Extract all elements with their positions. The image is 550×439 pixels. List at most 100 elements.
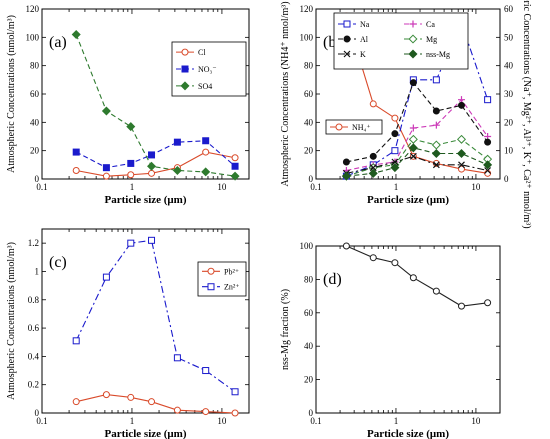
data-point bbox=[72, 148, 80, 156]
y-tick-label: 120 bbox=[300, 4, 314, 14]
data-point bbox=[231, 388, 239, 396]
legend-entry: Pb²⁺ bbox=[202, 267, 239, 276]
data-point bbox=[391, 158, 399, 166]
legend-marker bbox=[181, 48, 189, 56]
y-tick-label: 20 bbox=[304, 146, 314, 156]
x-tick-label: 10 bbox=[217, 416, 227, 426]
y-tick-label: 0 bbox=[35, 174, 40, 184]
y-tick-label: 60 bbox=[304, 308, 314, 318]
data-point bbox=[457, 101, 465, 109]
data-point bbox=[369, 254, 377, 262]
data-point bbox=[391, 147, 399, 155]
legend-label: Pb²⁺ bbox=[224, 267, 239, 276]
y2-tick-label: 60 bbox=[504, 4, 514, 14]
legend-label: NO₃⁻ bbox=[198, 65, 217, 74]
data-point bbox=[72, 167, 80, 174]
y-tick-label: 20 bbox=[304, 375, 314, 385]
y-tick-label: 100 bbox=[300, 241, 314, 251]
data-point bbox=[126, 122, 136, 132]
data-point bbox=[201, 167, 211, 177]
y-tick-label: 20 bbox=[30, 146, 40, 156]
data-point bbox=[409, 274, 417, 282]
legend-label: SO4 bbox=[198, 82, 212, 91]
data-point bbox=[368, 168, 378, 178]
legend-label: Cl bbox=[198, 48, 206, 57]
data-point bbox=[127, 239, 135, 247]
data-point bbox=[101, 106, 111, 116]
series-0 bbox=[342, 242, 492, 310]
y-tick-label: 40 bbox=[304, 117, 314, 127]
data-point bbox=[484, 299, 492, 307]
data-point bbox=[484, 167, 492, 174]
y2-tick-label: 0 bbox=[504, 174, 509, 184]
data-point bbox=[102, 273, 110, 281]
x-tick-label: 0.1 bbox=[310, 416, 321, 426]
data-point bbox=[409, 124, 417, 132]
data-point bbox=[369, 152, 377, 160]
series-line bbox=[76, 394, 236, 414]
series-Al bbox=[342, 79, 492, 166]
data-point bbox=[484, 96, 492, 104]
legend-marker bbox=[207, 283, 215, 291]
data-point bbox=[173, 354, 181, 362]
legend-entry: K bbox=[338, 50, 366, 59]
data-point bbox=[483, 160, 493, 170]
data-point bbox=[172, 165, 182, 176]
y2-tick-label: 10 bbox=[504, 146, 514, 156]
legend-marker bbox=[180, 81, 190, 91]
panel-label: (c) bbox=[49, 254, 67, 271]
legend-label: nss-Mg bbox=[426, 50, 450, 59]
data-point bbox=[431, 140, 441, 150]
data-point bbox=[432, 107, 440, 115]
data-point bbox=[408, 143, 418, 153]
series-nss-Mg bbox=[341, 143, 493, 181]
x-tick-label: 10 bbox=[471, 416, 481, 426]
x-tick-label: 1 bbox=[130, 416, 135, 426]
panel-label: (d) bbox=[323, 271, 342, 288]
plot-frame bbox=[41, 228, 250, 414]
y-tick-label: 80 bbox=[304, 61, 314, 71]
legend-box bbox=[325, 119, 383, 135]
plot-frame bbox=[315, 245, 501, 414]
legend-nh4: NH₄⁺ bbox=[325, 119, 383, 135]
data-point bbox=[231, 162, 239, 170]
data-point bbox=[173, 138, 181, 146]
y2-tick-label: 40 bbox=[504, 61, 514, 71]
data-point bbox=[484, 138, 492, 146]
legend-entry: Ca bbox=[404, 20, 435, 29]
legend: Pb²⁺ Zn²⁺ bbox=[197, 261, 247, 297]
data-point bbox=[147, 161, 157, 171]
data-point bbox=[432, 161, 440, 169]
x-axis-label: Particle size (μm) bbox=[367, 194, 449, 206]
chart-panel-2: 0.1 1 10 0 0.2 0.4 0.6 0.8 1 1.2 Particle size (μm… bbox=[6, 228, 250, 439]
x-tick-label: 1 bbox=[130, 182, 135, 192]
chart-panel-1: 0.1 1 100204060801001200102030405060Partic… bbox=[280, 0, 532, 229]
data-point bbox=[148, 151, 156, 159]
y-tick-label: 100 bbox=[26, 32, 40, 42]
data-point bbox=[231, 154, 239, 162]
data-point bbox=[432, 121, 440, 129]
legend-entry: Cl bbox=[176, 48, 206, 57]
series-Ca bbox=[342, 96, 492, 174]
legend-marker bbox=[343, 35, 351, 43]
y-tick-label: 0 bbox=[35, 408, 40, 418]
x-tick-label: 1 bbox=[394, 182, 399, 192]
legend-marker bbox=[335, 123, 343, 131]
data-point bbox=[458, 161, 465, 169]
data-point bbox=[148, 236, 156, 244]
y-tick-label: 40 bbox=[30, 117, 40, 127]
series-K bbox=[342, 152, 492, 177]
y-tick-label: 0.8 bbox=[28, 295, 40, 305]
legend-marker bbox=[343, 20, 351, 28]
y-axis-label: Atmospheric Concentrations (NH4⁺ nmol/m³… bbox=[280, 1, 291, 186]
data-point bbox=[127, 159, 135, 167]
data-point bbox=[457, 165, 465, 173]
data-point bbox=[342, 242, 350, 250]
data-point bbox=[391, 114, 399, 122]
y-tick-label: 1 bbox=[35, 266, 40, 276]
y-tick-label: 120 bbox=[26, 4, 40, 14]
legend-entry: SO4 bbox=[176, 81, 212, 91]
data-point bbox=[432, 287, 440, 295]
